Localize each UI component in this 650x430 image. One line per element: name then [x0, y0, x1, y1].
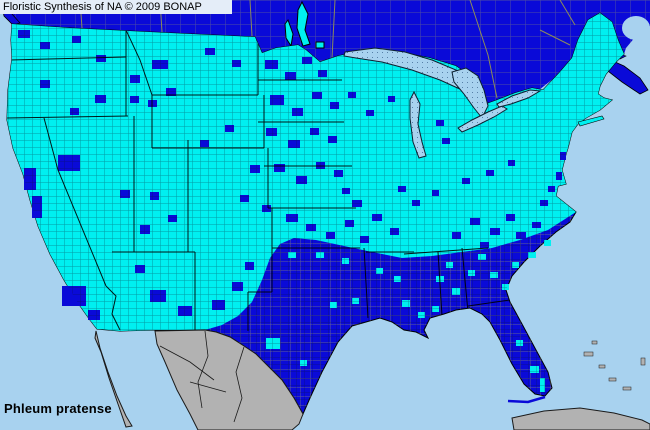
- gulf-of-st-lawrence: [622, 16, 650, 40]
- region-cuba: [511, 407, 650, 430]
- title-bar: Floristic Synthesis of NA © 2009 BONAP: [0, 0, 232, 14]
- bahamas-islands: [583, 340, 646, 391]
- lake-ontario: [496, 89, 542, 108]
- map-title: Floristic Synthesis of NA © 2009 BONAP: [3, 1, 202, 13]
- baja-california: [94, 330, 133, 428]
- long-island: [577, 115, 605, 127]
- mexico-mainland: [154, 329, 304, 430]
- lake-huron: [451, 67, 489, 119]
- lake-michigan: [409, 90, 427, 159]
- region-mexico: [94, 329, 304, 430]
- species-name-label: Phleum pratense: [4, 401, 112, 416]
- mexico-state-lines: [159, 330, 245, 423]
- canada-lakes: [284, 0, 325, 49]
- lake-erie: [457, 105, 508, 133]
- florida-keys: [507, 395, 546, 404]
- state-borders: [7, 29, 511, 331]
- great-lakes: [343, 47, 542, 159]
